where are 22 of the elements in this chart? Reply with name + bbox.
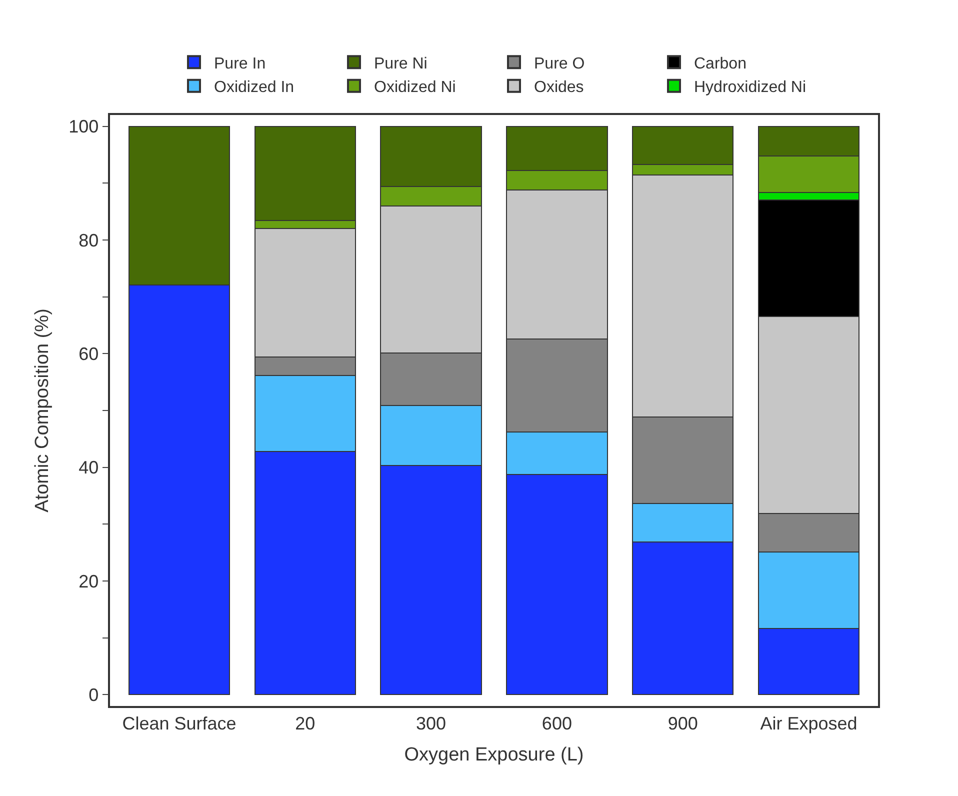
x-tick-label: 900 <box>668 713 698 734</box>
x-tick-label: Air Exposed <box>760 713 858 734</box>
y-tick-label: 60 <box>78 344 99 364</box>
x-axis-title: Oxygen Exposure (L) <box>404 744 584 766</box>
y-tick-label: 0 <box>88 684 99 705</box>
x-tick-label: 600 <box>542 713 572 734</box>
legend-label: Pure O <box>534 55 585 72</box>
y-tick-label: 40 <box>78 458 99 478</box>
y-tick-label: 20 <box>78 571 99 592</box>
legend-label: Carbon <box>694 55 746 72</box>
x-tick-label: 300 <box>416 713 446 734</box>
x-tick-label: 20 <box>295 713 316 734</box>
x-tick-label: Clean Surface <box>122 713 236 734</box>
legend-label: Oxidized Ni <box>374 79 456 96</box>
y-axis-title: Atomic Composition (%) <box>32 308 53 512</box>
legend-label: Pure In <box>214 55 266 72</box>
legend-label: Oxides <box>534 79 584 96</box>
legend-label: Oxidized In <box>214 79 294 96</box>
y-tick-label: 100 <box>68 116 99 137</box>
legend-label: Hydroxidized Ni <box>694 79 806 96</box>
legend-label: Pure Ni <box>374 55 428 72</box>
y-tick-label: 80 <box>78 230 99 250</box>
